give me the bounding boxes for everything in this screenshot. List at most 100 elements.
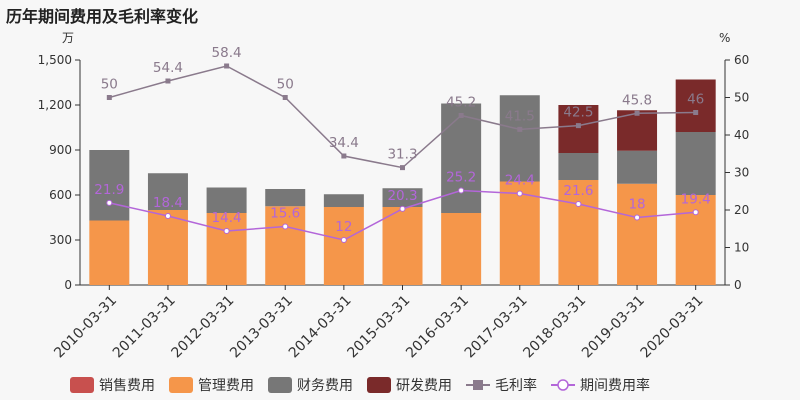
data-label: 20.3 (387, 188, 417, 204)
legend-label: 研发费用 (396, 378, 452, 394)
line-point (634, 110, 640, 116)
legend-label: 期间费用率 (580, 377, 650, 394)
line-point (458, 113, 464, 118)
legend-label: 毛利率 (495, 377, 537, 394)
line-point (575, 201, 582, 207)
left-tick-label: 600 (49, 188, 72, 202)
chart-title: 历年期间费用及毛利率变化 (6, 7, 199, 26)
line-point (693, 110, 699, 115)
legend-label: 销售费用 (99, 378, 155, 394)
bar-segment (89, 220, 130, 285)
legend-swatch (70, 377, 94, 393)
bar-segment (617, 150, 658, 184)
data-label: 46 (687, 92, 704, 108)
line-point (399, 205, 406, 212)
line-point (223, 228, 230, 234)
data-label: 41.5 (505, 108, 535, 124)
bar-segment (558, 180, 599, 285)
line-point (692, 209, 699, 216)
bar-segment (265, 189, 306, 207)
legend-label: 管理费用 (198, 378, 254, 394)
right-tick-label: 20 (734, 203, 749, 217)
bar-segment (382, 207, 423, 285)
bar-segment (206, 187, 247, 213)
x-tick-label: 2020-03-31 (638, 293, 707, 362)
legend-swatch (268, 377, 292, 393)
line-point (282, 223, 289, 230)
bar-segment (89, 150, 130, 221)
bar-segment (558, 153, 599, 180)
right-tick-label: 0 (734, 278, 742, 292)
line-point (282, 95, 288, 100)
right-tick-label: 10 (734, 241, 749, 255)
bar-segment (206, 213, 247, 285)
bar-segment (441, 103, 482, 213)
bar-segment (617, 110, 658, 151)
data-label: 42.5 (563, 105, 593, 121)
line-point (224, 63, 230, 69)
line-point (341, 153, 347, 159)
line-point (106, 199, 113, 206)
data-label: 50 (101, 77, 118, 93)
left-tick-label: 1,500 (38, 53, 72, 67)
legend-marker (473, 380, 483, 390)
bar-segment (441, 213, 482, 285)
data-label: 54.4 (153, 60, 183, 76)
data-label: 14.4 (212, 210, 242, 226)
line-point (106, 95, 112, 100)
bar-segment (499, 181, 540, 285)
bar-segment (147, 173, 188, 210)
data-label: 25.2 (446, 170, 476, 186)
line-point (634, 214, 641, 221)
data-label: 21.6 (563, 183, 593, 199)
data-label: 18 (628, 197, 645, 213)
bar-segment (265, 206, 306, 285)
bar-segment (675, 195, 716, 285)
line-point (340, 237, 347, 243)
right-unit-label: % (719, 31, 730, 45)
bar-segment (675, 79, 716, 132)
line-point (516, 190, 523, 197)
data-label: 18.4 (153, 195, 183, 211)
data-label: 45.2 (446, 95, 476, 111)
bar-segment (499, 95, 540, 182)
line-point (164, 213, 171, 219)
data-label: 31.3 (387, 147, 417, 163)
legend-label: 财务费用 (297, 378, 353, 394)
bar-segment (323, 194, 364, 207)
legend-swatch (169, 377, 193, 393)
right-tick-label: 40 (734, 128, 749, 142)
data-label: 45.8 (622, 92, 652, 108)
line-point (400, 165, 405, 171)
line-point (575, 123, 581, 129)
right-tick-label: 30 (734, 166, 749, 180)
data-label: 24.4 (505, 173, 535, 189)
data-label: 58.4 (212, 45, 242, 61)
lines: 50 54.4 58.4 50 34.4 31.3 45.2 41.5 42.5 45.8 46 21… (94, 45, 711, 243)
legend-swatch (367, 377, 391, 393)
legend-marker (557, 379, 569, 391)
bar-segment (323, 207, 364, 285)
left-tick-label: 900 (49, 143, 72, 157)
data-label: 19.4 (681, 191, 711, 207)
data-label: 21.9 (94, 182, 124, 198)
data-label: 34.4 (329, 135, 359, 151)
data-label: 50 (277, 77, 294, 93)
bar-segment (558, 105, 599, 153)
line-point (165, 78, 171, 84)
bar-segment (147, 210, 188, 285)
data-label: 12 (335, 219, 352, 235)
bar-segment (382, 188, 423, 207)
right-tick-label: 60 (734, 53, 749, 67)
left-tick-label: 1,200 (38, 98, 72, 112)
left-unit-label: 万 (62, 31, 74, 45)
bars (89, 79, 716, 285)
left-tick-label: 300 (49, 233, 72, 247)
left-tick-label: 0 (64, 278, 72, 292)
bar-segment (675, 132, 716, 195)
right-tick-label: 50 (734, 91, 749, 105)
bar-segment (617, 183, 658, 285)
line-point (458, 187, 465, 194)
line-point (517, 126, 523, 132)
